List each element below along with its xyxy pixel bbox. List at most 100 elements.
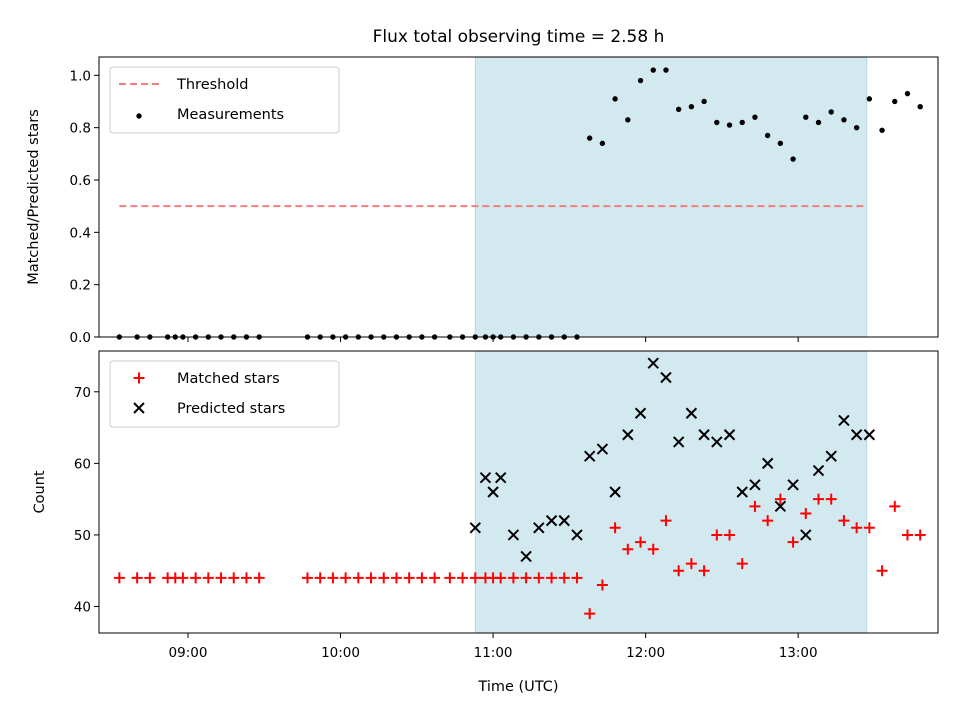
top-y-axis-label: Matched/Predicted stars (26, 109, 42, 285)
matched-star-point (825, 493, 837, 505)
bottom-xtick-label: 12:00 (626, 645, 665, 661)
predicted-star-point (634, 407, 647, 419)
predicted-star-point (558, 514, 570, 527)
matched-star-point (444, 572, 456, 584)
matched-star-point (813, 493, 825, 505)
measurement-point (892, 98, 898, 105)
predicted-star-point (711, 436, 723, 448)
matched-star-point (787, 536, 799, 548)
top-legend-label: Threshold (176, 77, 248, 93)
matched-star-point (711, 529, 723, 541)
bottom-ytick-label: 60 (74, 456, 91, 472)
matched-star-point (403, 572, 415, 584)
bottom-legend-key-x (133, 402, 145, 414)
matched-star-point (660, 515, 672, 527)
measurement-point (803, 114, 809, 120)
matched-star-point (533, 572, 545, 584)
predicted-star-point (723, 429, 736, 441)
matched-star-point (698, 565, 710, 577)
predicted-star-point (487, 486, 499, 498)
top-ytick-label: 0.2 (70, 278, 91, 294)
matched-star-point (851, 522, 863, 534)
top-legend-key-dot (136, 113, 142, 119)
matched-star-point (253, 572, 265, 584)
matched-star-point (889, 500, 901, 512)
measurement-point (815, 119, 822, 126)
predicted-star-point (787, 479, 799, 491)
matched-star-point (507, 572, 519, 584)
measurement-point (752, 114, 758, 120)
bottom-xtick-label: 11:00 (474, 645, 513, 661)
predicted-star-point (469, 522, 481, 534)
matched-star-point (863, 522, 875, 534)
measurement-point (726, 122, 733, 128)
predicted-star-point (812, 464, 825, 477)
bottom-axes-frame (98, 350, 939, 634)
measurement-point (764, 132, 771, 139)
measurement-point (637, 77, 644, 84)
matched-star-point (558, 572, 570, 584)
top-ytick-label: 1.0 (70, 68, 91, 84)
matched-star-point (113, 572, 125, 584)
predicted-star-point (850, 429, 863, 441)
matched-star-point (876, 565, 888, 577)
bottom-legend-label: Matched stars (177, 371, 280, 387)
predicted-star-point (761, 457, 774, 470)
predicted-star-point (838, 414, 850, 427)
bottom-xtick-label: 13:00 (779, 645, 818, 661)
measurement-point (828, 109, 834, 115)
matched-star-point (390, 572, 402, 584)
top-y-axis-ticks: 0.0 0.2 0.4 0.6 0.8 1.0 (70, 68, 99, 346)
matched-star-point (495, 572, 507, 584)
predicted-star-point (863, 429, 876, 441)
matched-star-point (240, 572, 252, 584)
matched-star-point (520, 572, 532, 584)
measurement-point (739, 119, 745, 126)
matched-star-point (327, 572, 339, 584)
top-axes-frame (98, 56, 939, 338)
top-panel: 0.0 0.2 0.4 0.6 0.8 1.0 Matched/Predicted sta… (26, 56, 939, 346)
matched-star-point (352, 572, 364, 584)
predicted-star-point (596, 443, 609, 455)
matched-star-point (749, 500, 761, 512)
matched-star-point (609, 522, 621, 534)
measurement-point (625, 117, 631, 123)
measurement-point (612, 96, 618, 102)
measurement-point (841, 117, 847, 123)
bottom-ytick-label: 40 (74, 600, 91, 616)
chart-title: Flux total observing time = 2.58 h (373, 27, 665, 47)
measurement-point (777, 140, 784, 147)
matched-star-point (673, 565, 685, 577)
measurement-point (675, 106, 682, 113)
predicted-star-point (698, 429, 710, 441)
predicted-star-point (494, 471, 507, 484)
predicted-star-point (800, 529, 812, 541)
bottom-xtick-label: 10:00 (321, 645, 360, 661)
matched-star-point (838, 515, 850, 527)
matched-star-point (647, 543, 659, 555)
top-legend-box (109, 66, 340, 134)
predicted-star-point (533, 522, 545, 534)
predicted-star-point (660, 371, 672, 384)
matched-star-point (622, 543, 634, 555)
bottom-observing-window-shade (474, 350, 868, 634)
matched-star-point (365, 572, 377, 584)
predicted-star-point (583, 450, 596, 462)
matched-star-point (596, 579, 608, 591)
predicted-star-point (520, 550, 532, 563)
x-axis-label: Time (UTC) (477, 679, 558, 695)
matched-star-point (469, 572, 481, 584)
matched-star-point (800, 507, 812, 519)
predicted-star-point (736, 486, 748, 498)
matched-star-point (914, 529, 926, 541)
measurement-point (650, 67, 656, 73)
matched-star-point (190, 572, 202, 584)
matched-star-point (215, 572, 227, 584)
top-ytick-label: 0.4 (70, 225, 91, 241)
matched-star-point (378, 572, 390, 584)
predicted-star-point (672, 436, 685, 448)
predicted-star-point (507, 529, 520, 541)
bottom-xtick-label: 09:00 (169, 645, 208, 661)
matched-star-point (314, 572, 326, 584)
